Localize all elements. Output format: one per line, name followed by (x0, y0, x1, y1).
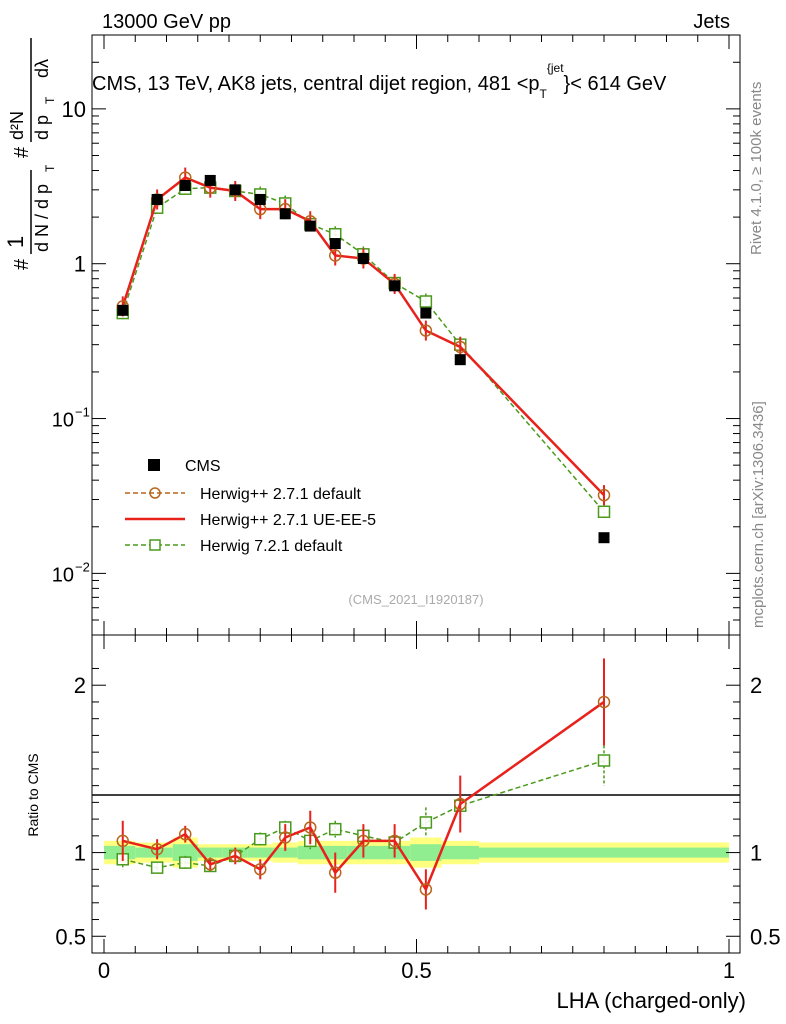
ratio-herwig-default-point (304, 821, 317, 834)
cms-data-point (357, 253, 369, 265)
cms-data-point (304, 220, 316, 232)
cms-data-point (598, 532, 610, 544)
legend-label-herwig7: Herwig 7.2.1 default (200, 538, 343, 555)
svg-text:T: T (43, 96, 57, 104)
ratio-herwig-default-point (329, 866, 342, 879)
svg-text:d p: d p (32, 115, 52, 140)
legend-cms-marker (148, 459, 160, 471)
analysis-watermark: (CMS_2021_I1920187) (348, 592, 483, 607)
y-tick-label: 10 (52, 564, 74, 586)
ratio-uncertainty-band-green (135, 847, 173, 858)
ratio-herwig-default-point (179, 827, 192, 841)
cms-data-point (117, 304, 129, 316)
ratio-herwig-default-point (419, 883, 433, 896)
svg-text:d N / d p: d N / d p (32, 184, 52, 252)
ratio-panel: 0.5 0.5 1 1 2 2 0 0.5 1 Ratio to CMS (25, 634, 781, 983)
svg-text:#: # (11, 258, 33, 270)
header-right: Jets (693, 11, 730, 33)
header-left: 13000 GeV pp (102, 11, 231, 33)
legend-herwig-default-marker (149, 487, 161, 499)
ratio-uncertainty-band-green (272, 847, 298, 858)
ratio-herwig7-point (597, 754, 611, 767)
x-tick-label: 1 (723, 958, 735, 983)
legend-label-herwig-default: Herwig++ 2.7.1 default (200, 486, 362, 503)
ratio-herwig7-point (329, 822, 342, 836)
ratio-uncertainty-band-green (410, 844, 442, 861)
ratio-herwig-default-point (357, 834, 370, 848)
ratio-uncertainty-band-green (441, 845, 479, 860)
ratio-herwig-default-point (388, 834, 401, 848)
ratio-y-tick-label: 1 (74, 841, 86, 866)
ratio-y-label: Ratio to CMS (25, 753, 41, 836)
ratio-y-tick-label: 0.5 (55, 924, 86, 949)
ratio-y-tick-label-right: 2 (750, 673, 762, 698)
rivet-label: Rivet 4.1.0, ≥ 100k events (748, 82, 765, 255)
herwig-default-point (597, 488, 611, 502)
mcplots-label: mcplots.cern.ch [arXiv:1306.3436] (750, 401, 767, 628)
herwig7-point (419, 295, 433, 308)
ratio-uncertainty-band-green (197, 847, 223, 858)
legend-label-herwig-ueee5: Herwig++ 2.7.1 UE-EE-5 (200, 512, 376, 529)
svg-text:d²N: d²N (7, 111, 27, 140)
ratio-herwig-default-point (204, 858, 217, 871)
ratio-herwig-default-point (597, 695, 611, 709)
svg-text:T: T (43, 164, 57, 172)
ratio-herwig-default-point (229, 849, 242, 863)
ratio-herwig-default-point (454, 797, 467, 811)
y-tick-exponent: −2 (75, 559, 90, 574)
herwig7-point (597, 505, 611, 519)
y-tick-label: 10 (52, 410, 74, 432)
cms-data-point (151, 193, 163, 205)
y-tick-label: 1 (74, 252, 86, 277)
x-axis-label: LHA (charged-only) (556, 988, 746, 1013)
cms-data-point (389, 280, 401, 292)
herwig-default-point (329, 249, 342, 262)
ratio-herwig7-point (179, 856, 192, 869)
series-herwig-ueee5-line (121, 176, 605, 497)
svg-text:dλ: dλ (32, 59, 52, 78)
cms-data-point (329, 238, 341, 250)
cms-data-point (454, 354, 466, 366)
ratio-uncertainty-band-green (479, 847, 729, 858)
y-tick-label: 10 (62, 97, 86, 122)
cms-data-point (254, 193, 266, 205)
ratio-herwig-default-point (116, 834, 129, 848)
cms-data-point (420, 307, 432, 319)
ratio-herwig-ueee5-line (122, 700, 605, 893)
ratio-y-tick-label-right: 0.5 (750, 924, 781, 949)
ratio-herwig7-point (419, 816, 433, 829)
ratio-herwig-default-point (150, 842, 164, 856)
ratio-herwig-default-point (279, 831, 292, 844)
ratio-y-tick-label: 2 (74, 673, 86, 698)
x-tick-label: 0 (98, 958, 110, 983)
ratio-herwig7-point (150, 861, 164, 874)
ratio-uncertainty-band-green (247, 847, 273, 858)
y-axis-label: # 1 d N / d p T # d²N d p T dλ (3, 38, 57, 270)
cms-data-point (204, 174, 216, 186)
svg-text:#: # (11, 146, 33, 158)
legend: CMS Herwig++ 2.7.1 default Herwig++ 2.7.… (125, 458, 376, 555)
legend-herwig7-marker (149, 539, 161, 551)
ratio-y-tick-label-right: 1 (750, 841, 762, 866)
ratio-uncertainty-band-green (297, 845, 323, 860)
x-tick-label: 0.5 (401, 958, 432, 983)
legend-label-cms: CMS (185, 458, 221, 475)
cms-data-point (229, 184, 241, 196)
herwig-default-point (419, 324, 433, 337)
cms-data-point (179, 179, 191, 191)
chart-title: CMS, 13 TeV, AK8 jets, central dijet reg… (92, 61, 667, 101)
ratio-herwig-default-point (254, 863, 267, 876)
svg-text:1: 1 (3, 236, 28, 248)
ratio-herwig7-point (254, 832, 267, 846)
y-tick-exponent: −1 (75, 405, 90, 420)
herwig-default-point (454, 340, 467, 354)
cms-data-point (279, 208, 291, 220)
